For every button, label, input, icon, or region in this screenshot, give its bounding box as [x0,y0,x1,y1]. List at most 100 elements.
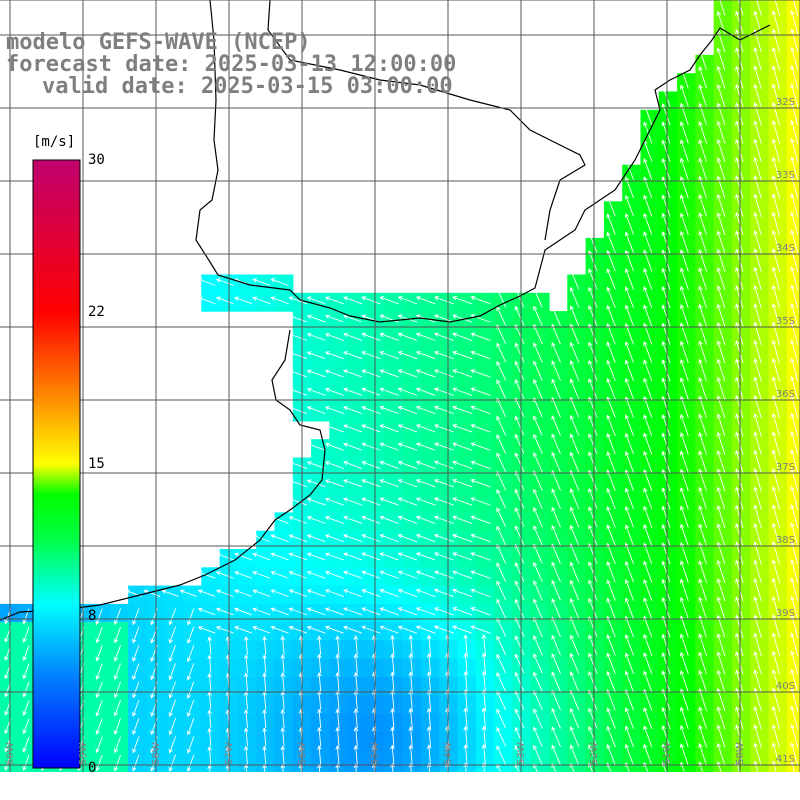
wind-arrow [790,28,799,53]
wind-arrow [317,763,322,772]
wind-arrow [716,193,726,217]
wind-arrow [132,736,140,754]
wind-arrow [790,357,799,382]
wind-arrow [379,534,399,543]
wind-arrow [379,405,399,415]
wind-arrow [353,671,359,692]
wind-arrow [753,339,762,364]
wind-arrow [470,332,491,341]
wind-arrow [588,286,598,308]
wind-arrow [470,442,491,451]
wind-arrow [533,653,543,674]
wind-arrow [496,360,507,381]
wind-arrow [624,377,634,400]
wind-arrow [317,653,322,674]
wind-arrow [132,644,140,662]
colorbar-tick-0: 0 [88,760,97,776]
wind-arrow [496,653,507,674]
wind-arrow [415,497,436,506]
wind-arrow [698,358,708,382]
wind-cell [786,201,800,221]
wind-arrow [533,598,543,619]
wind-arrow [698,486,708,510]
wind-cell [402,768,422,772]
wind-arrow [95,718,103,735]
wind-arrow [790,723,799,748]
wind-arrow [551,415,561,436]
wind-arrow [433,424,454,433]
longitude-label: 52W [589,742,600,765]
wind-arrow [588,414,598,436]
wind-arrow [288,351,308,360]
wind-arrow [288,406,308,414]
wind-arrow [379,332,399,341]
wind-cell [732,768,751,772]
wind-arrow [569,634,580,656]
wind-arrow [643,487,653,510]
wind-arrow [698,523,708,547]
wind-arrow [415,369,436,378]
wind-arrow [207,636,212,655]
wind-arrow [624,194,634,217]
wind-arrow [463,762,468,772]
wind-arrow [624,743,634,766]
wind-arrow [551,342,561,363]
wind-arrow [361,625,381,634]
wind-arrow [606,524,616,546]
wind-arrow [753,724,762,748]
wind-arrow [353,708,359,729]
wind-arrow [551,561,561,583]
wind-cell [329,768,349,772]
wind-arrow [661,651,671,675]
wind-arrow [114,773,120,789]
wind-arrow [343,534,363,543]
wind-cell [677,768,696,772]
wind-arrow [606,561,616,583]
wind-arrow [397,588,418,598]
wind-arrow [679,121,689,144]
wind-arrow [379,515,399,524]
wind-arrow [415,442,436,451]
wind-arrow [624,560,634,583]
wind-arrow [643,707,653,729]
wind-arrow [426,762,432,772]
wind-arrow [790,376,799,401]
wind-arrow [343,424,363,433]
wind-arrow [679,523,689,547]
wind-arrow [771,138,781,163]
wind-arrow [514,488,525,509]
wind-arrow [95,626,103,644]
wind-arrow [96,773,102,788]
wind-arrow [753,705,762,730]
wind-arrow [280,653,286,674]
wind-arrow [679,670,689,693]
wind-arrow [343,589,363,598]
wind-arrow [132,718,140,736]
wind-arrow [533,561,543,583]
wind-arrow [306,515,326,524]
wind-arrow [433,387,454,396]
wind-arrow [753,321,762,346]
wind-arrow [698,84,708,107]
wind-arrow [415,533,436,543]
wind-arrow [288,515,308,524]
wind-arrow [514,745,525,766]
wind-arrow [698,413,708,437]
wind-arrow [643,286,653,309]
wind-arrow [514,342,525,363]
wind-cell [786,512,800,532]
wind-arrow [661,505,671,528]
wind-arrow [288,570,308,579]
wind-arrow [679,743,689,766]
wind-arrow [716,102,726,126]
wind-arrow [719,0,726,16]
wind-arrow [551,708,561,729]
wind-arrow [390,689,395,711]
wind-arrow [771,449,781,474]
wind-arrow [716,230,726,254]
wind-arrow [661,706,671,730]
wind-arrow [533,671,543,692]
wind-arrow [790,577,799,602]
wind-arrow [790,650,799,675]
wind-arrow [41,773,47,788]
